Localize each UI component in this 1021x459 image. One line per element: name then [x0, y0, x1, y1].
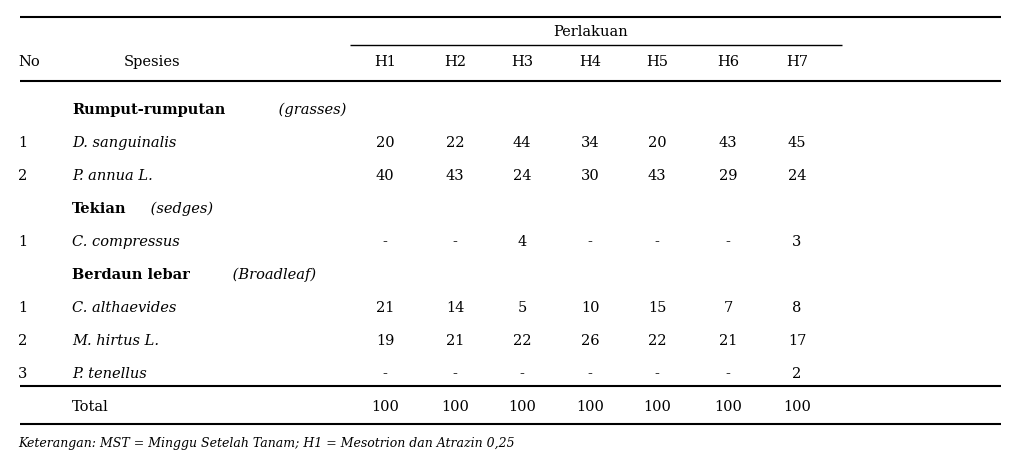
Text: Spesies: Spesies	[124, 55, 181, 69]
Text: 14: 14	[446, 300, 465, 314]
Text: 7: 7	[723, 300, 733, 314]
Text: D. sanguinalis: D. sanguinalis	[72, 136, 177, 150]
Text: 2: 2	[792, 366, 801, 380]
Text: C. althaevides: C. althaevides	[72, 300, 177, 314]
Text: 26: 26	[581, 333, 599, 347]
Text: 100: 100	[643, 399, 671, 413]
Text: 100: 100	[576, 399, 604, 413]
Text: (grasses): (grasses)	[274, 102, 346, 117]
Text: 100: 100	[371, 399, 399, 413]
Text: 21: 21	[446, 333, 465, 347]
Text: 45: 45	[788, 136, 807, 150]
Text: 100: 100	[714, 399, 742, 413]
Text: P. tenellus: P. tenellus	[72, 366, 147, 380]
Text: H4: H4	[579, 55, 601, 69]
Text: 1: 1	[18, 136, 28, 150]
Text: 3: 3	[792, 235, 801, 248]
Text: H6: H6	[717, 55, 739, 69]
Text: -: -	[520, 366, 525, 380]
Text: (sedges): (sedges)	[146, 202, 213, 216]
Text: 15: 15	[647, 300, 666, 314]
Text: Berdaun lebar: Berdaun lebar	[72, 268, 190, 281]
Text: 20: 20	[376, 136, 394, 150]
Text: 22: 22	[513, 333, 531, 347]
Text: 22: 22	[446, 136, 465, 150]
Text: 3: 3	[18, 366, 28, 380]
Text: 2: 2	[18, 168, 28, 183]
Text: -: -	[452, 235, 457, 248]
Text: -: -	[452, 366, 457, 380]
Text: 43: 43	[647, 168, 667, 183]
Text: 44: 44	[513, 136, 531, 150]
Text: 43: 43	[446, 168, 465, 183]
Text: 5: 5	[518, 300, 527, 314]
Text: 29: 29	[719, 168, 737, 183]
Text: 34: 34	[581, 136, 599, 150]
Text: 1: 1	[18, 235, 28, 248]
Text: 21: 21	[376, 300, 394, 314]
Text: Perlakuan: Perlakuan	[553, 25, 628, 39]
Text: 8: 8	[792, 300, 801, 314]
Text: -: -	[654, 235, 660, 248]
Text: M. hirtus L.: M. hirtus L.	[72, 333, 159, 347]
Text: -: -	[383, 235, 387, 248]
Text: H3: H3	[510, 55, 533, 69]
Text: 30: 30	[581, 168, 599, 183]
Text: H2: H2	[444, 55, 466, 69]
Text: H5: H5	[646, 55, 668, 69]
Text: C. compressus: C. compressus	[72, 235, 180, 248]
Text: -: -	[587, 235, 592, 248]
Text: 24: 24	[788, 168, 807, 183]
Text: 24: 24	[513, 168, 531, 183]
Text: Total: Total	[72, 399, 109, 413]
Text: -: -	[587, 366, 592, 380]
Text: -: -	[726, 235, 730, 248]
Text: Tekian: Tekian	[72, 202, 127, 216]
Text: 100: 100	[508, 399, 536, 413]
Text: -: -	[726, 366, 730, 380]
Text: 21: 21	[719, 333, 737, 347]
Text: (Broadleaf): (Broadleaf)	[228, 267, 317, 281]
Text: -: -	[654, 366, 660, 380]
Text: -: -	[383, 366, 387, 380]
Text: H1: H1	[374, 55, 396, 69]
Text: Keterangan: MST = Minggu Setelah Tanam; H1 = Mesotrion dan Atrazin 0,25: Keterangan: MST = Minggu Setelah Tanam; …	[18, 436, 515, 449]
Text: Rumput-rumputan: Rumput-rumputan	[72, 103, 226, 117]
Text: 100: 100	[441, 399, 469, 413]
Text: 100: 100	[783, 399, 811, 413]
Text: 43: 43	[719, 136, 737, 150]
Text: 40: 40	[376, 168, 394, 183]
Text: 2: 2	[18, 333, 28, 347]
Text: 10: 10	[581, 300, 599, 314]
Text: 20: 20	[647, 136, 667, 150]
Text: 4: 4	[518, 235, 527, 248]
Text: No: No	[18, 55, 40, 69]
Text: 1: 1	[18, 300, 28, 314]
Text: 22: 22	[647, 333, 667, 347]
Text: H7: H7	[786, 55, 808, 69]
Text: P. annua L.: P. annua L.	[72, 168, 153, 183]
Text: 17: 17	[788, 333, 807, 347]
Text: 19: 19	[376, 333, 394, 347]
